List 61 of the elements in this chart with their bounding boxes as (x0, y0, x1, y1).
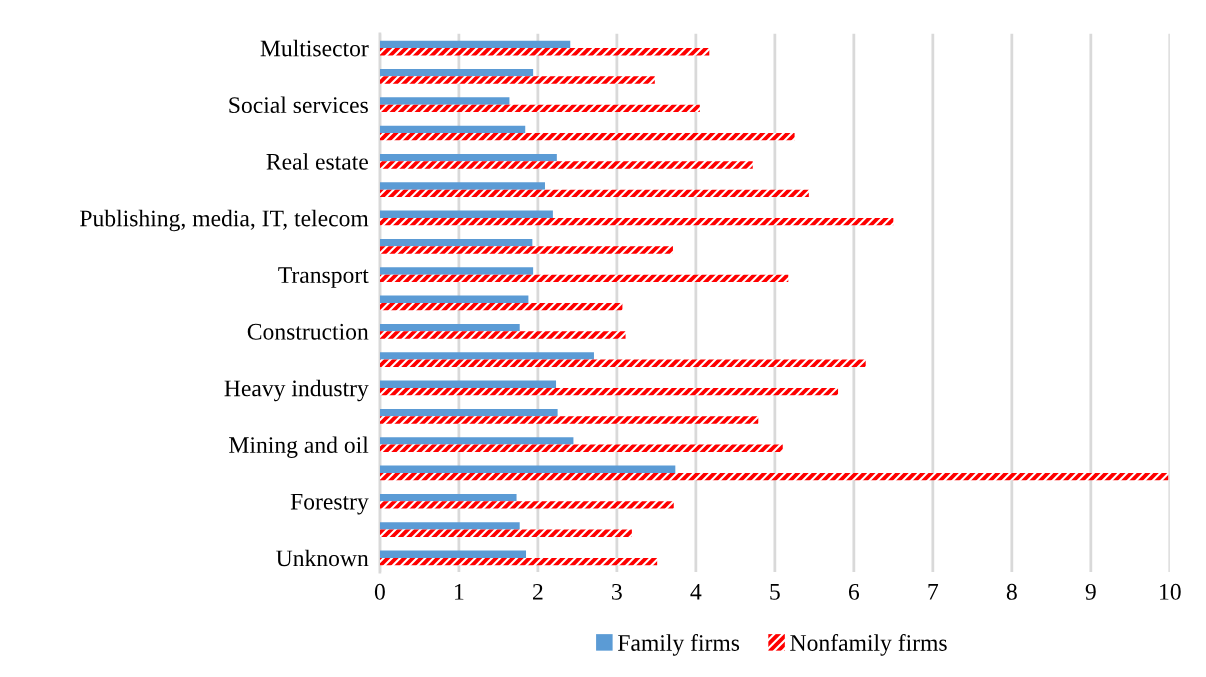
legend-label: Nonfamily firms (790, 634, 947, 656)
x-tick-label: 4 (690, 584, 702, 600)
x-tick-label: 1 (455, 583, 464, 600)
bar (379, 493, 517, 502)
x-tick-label: 5 (770, 584, 780, 600)
bar (379, 472, 1169, 481)
bar (379, 522, 520, 530)
x-tick-label: 2 (533, 583, 543, 600)
bar (379, 68, 534, 77)
bar (379, 352, 594, 360)
bar (379, 97, 510, 105)
bar (379, 416, 759, 424)
bar (379, 132, 795, 141)
y-tick-label: Unknown (276, 549, 369, 567)
bar (379, 302, 623, 311)
bar (379, 48, 710, 56)
y-tick-label: Social services (229, 96, 368, 114)
bar (379, 153, 557, 162)
y-tick-label: Transport (278, 267, 369, 288)
x-tick-label: 3 (612, 583, 622, 600)
legend-label: Family firms (618, 634, 740, 656)
bar (379, 331, 626, 339)
bar (379, 465, 676, 473)
bar (379, 161, 753, 169)
bar (379, 529, 632, 537)
x-tick-label: 8 (1006, 583, 1017, 600)
bar (379, 210, 553, 218)
y-tick-label: Heavy industry (224, 379, 369, 402)
y-tick-label: Construction (247, 323, 369, 340)
y-tick-label: Mining and oil (229, 436, 369, 458)
bar (379, 267, 534, 275)
bar (379, 380, 557, 388)
y-tick-label: Forestry (290, 493, 369, 515)
bar (379, 295, 529, 303)
bar (379, 437, 574, 445)
y-tick-label: Multisector (260, 39, 369, 57)
x-tick-label: 6 (848, 583, 860, 600)
bar (379, 323, 520, 332)
bar (379, 550, 527, 558)
bar (379, 76, 655, 84)
bar (379, 238, 533, 247)
bar (379, 408, 558, 417)
bar (379, 501, 674, 509)
bar (379, 40, 571, 49)
x-tick-label: 7 (928, 584, 939, 600)
bar (379, 182, 545, 190)
bar (379, 387, 839, 396)
bar (379, 557, 658, 566)
bar (379, 359, 866, 367)
bar (379, 246, 673, 254)
x-tick-label: 0 (374, 583, 385, 600)
bar (379, 217, 894, 226)
bar (379, 125, 526, 133)
bar (379, 189, 809, 198)
bar (379, 104, 700, 113)
y-tick-label: Publishing, media, IT, telecom (80, 209, 369, 232)
y-tick-label: Real estate (266, 153, 368, 170)
bar (379, 444, 783, 452)
x-tick-label: 10 (1160, 583, 1181, 600)
bar (379, 274, 789, 282)
x-tick-label: 9 (1085, 583, 1096, 600)
